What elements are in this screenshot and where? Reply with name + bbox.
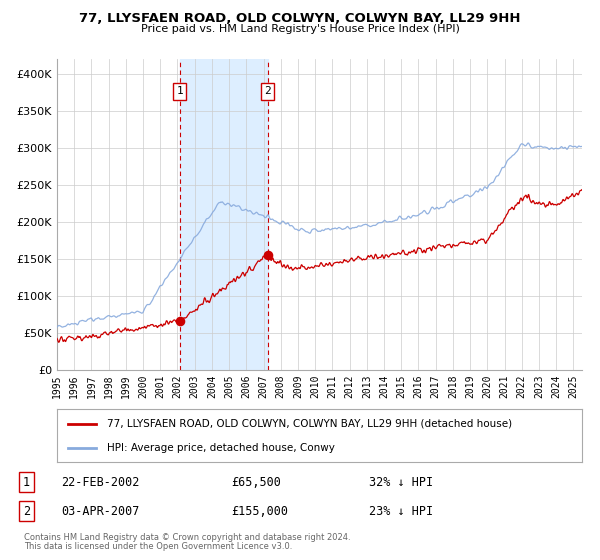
Text: 03-APR-2007: 03-APR-2007 <box>61 505 139 518</box>
Text: 1: 1 <box>23 475 30 489</box>
Text: 77, LLYSFAEN ROAD, OLD COLWYN, COLWYN BAY, LL29 9HH: 77, LLYSFAEN ROAD, OLD COLWYN, COLWYN BA… <box>79 12 521 25</box>
Text: 22-FEB-2002: 22-FEB-2002 <box>61 475 139 489</box>
Text: 2: 2 <box>265 86 271 96</box>
Text: 77, LLYSFAEN ROAD, OLD COLWYN, COLWYN BAY, LL29 9HH (detached house): 77, LLYSFAEN ROAD, OLD COLWYN, COLWYN BA… <box>107 419 512 429</box>
Text: £65,500: £65,500 <box>231 475 281 489</box>
Text: Contains HM Land Registry data © Crown copyright and database right 2024.: Contains HM Land Registry data © Crown c… <box>24 533 350 542</box>
Text: HPI: Average price, detached house, Conwy: HPI: Average price, detached house, Conw… <box>107 443 335 453</box>
Point <box>175 316 185 325</box>
Text: £155,000: £155,000 <box>231 505 288 518</box>
Text: 32% ↓ HPI: 32% ↓ HPI <box>369 475 433 489</box>
Text: Price paid vs. HM Land Registry's House Price Index (HPI): Price paid vs. HM Land Registry's House … <box>140 24 460 34</box>
Text: 2: 2 <box>23 505 30 518</box>
Bar <box>180 59 268 370</box>
Text: 23% ↓ HPI: 23% ↓ HPI <box>369 505 433 518</box>
Point <box>263 250 272 259</box>
Text: 1: 1 <box>176 86 183 96</box>
Text: This data is licensed under the Open Government Licence v3.0.: This data is licensed under the Open Gov… <box>24 542 292 551</box>
